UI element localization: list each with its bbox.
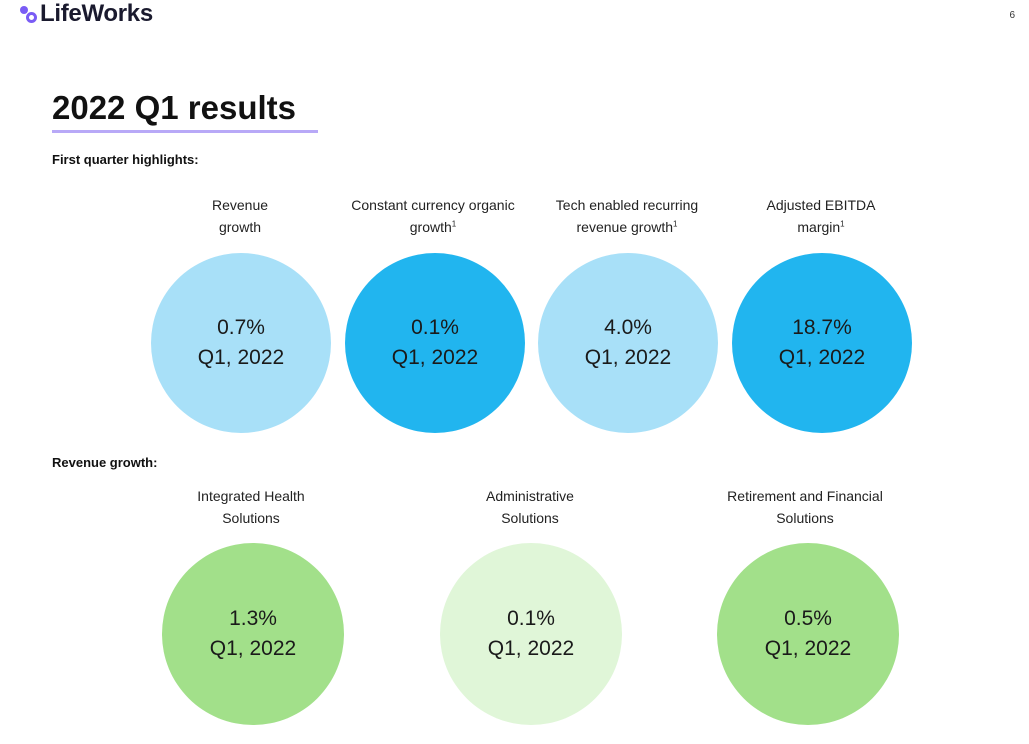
metric-circle-administrative-solutions: 0.1% Q1, 2022: [440, 543, 622, 725]
metric-circle-adjusted-ebitda-margin: 18.7% Q1, 2022: [732, 253, 912, 433]
metric-value: 0.1%: [507, 607, 555, 630]
metric-retirement-and-financial-solutions: Retirement and Financial Solutions: [705, 485, 905, 529]
title-underline: [52, 130, 318, 133]
metric-adjusted-ebitda-margin: Adjusted EBITDA margin1: [721, 194, 921, 238]
caption-line1: Constant currency organic: [351, 197, 515, 213]
metric-circle-integrated-health-solutions: 1.3% Q1, 2022: [162, 543, 344, 725]
caption-line2: Solutions: [776, 510, 834, 526]
logo-mark-icon: [18, 3, 38, 25]
metric-period: Q1, 2022: [778, 346, 866, 369]
metric-caption: Retirement and Financial Solutions: [705, 485, 905, 529]
metric-period: Q1, 2022: [584, 346, 672, 369]
caption-line2: Solutions: [222, 510, 280, 526]
caption-line1: Tech enabled recurring: [555, 197, 699, 213]
metric-tech-enabled-recurring-revenue-growth: Tech enabled recurring revenue growth1: [527, 194, 727, 238]
footnote-marker: 1: [840, 219, 845, 229]
caption-line1: Revenue: [211, 197, 269, 213]
metric-value: 0.7%: [217, 316, 265, 339]
footnote-marker: 1: [673, 219, 678, 229]
metric-caption: Administrative Solutions: [430, 485, 630, 529]
metric-caption: Tech enabled recurring revenue growth1: [527, 194, 727, 238]
metric-value: 4.0%: [604, 316, 652, 339]
metric-caption: Revenue growth: [140, 194, 340, 238]
page-title: 2022 Q1 results: [52, 89, 296, 126]
footnote-marker: 1: [451, 219, 457, 229]
metric-period: Q1, 2022: [487, 637, 575, 660]
metric-circle-revenue-growth: 0.7% Q1, 2022: [151, 253, 331, 433]
caption-line2: margin: [797, 219, 841, 235]
caption-line2: growth: [218, 219, 262, 235]
metric-circle-retirement-and-financial-solutions: 0.5% Q1, 2022: [717, 543, 899, 725]
page-number: 6: [1009, 10, 1015, 21]
metric-value: 0.5%: [784, 607, 832, 630]
caption-line1: Retirement and Financial: [727, 488, 883, 504]
metric-caption: Constant currency organic growth1: [333, 194, 533, 238]
caption-line1: Adjusted EBITDA: [766, 197, 876, 213]
metric-integrated-health-solutions: Integrated Health Solutions: [151, 485, 351, 529]
revenue-growth-label: Revenue growth:: [52, 455, 158, 470]
caption-line1: Integrated Health: [197, 488, 305, 504]
metric-caption: Adjusted EBITDA margin1: [721, 194, 921, 238]
metric-value: 18.7%: [792, 316, 852, 339]
metric-circle-tech-enabled-recurring-revenue-growth: 4.0% Q1, 2022: [538, 253, 718, 433]
first-quarter-highlights-label: First quarter highlights:: [52, 152, 199, 167]
metric-administrative-solutions: Administrative Solutions: [430, 485, 630, 529]
metric-period: Q1, 2022: [197, 346, 285, 369]
metric-value: 0.1%: [411, 316, 459, 339]
caption-line2: revenue growth: [576, 219, 674, 235]
metric-period: Q1, 2022: [391, 346, 479, 369]
caption-line2: growth: [409, 219, 452, 235]
caption-line1: Administrative: [486, 488, 574, 504]
metric-circle-constant-currency-organic-growth: 0.1% Q1, 2022: [345, 253, 525, 433]
metric-caption: Integrated Health Solutions: [151, 485, 351, 529]
logo-text: LifeWorks: [40, 0, 153, 27]
caption-line2: Solutions: [501, 510, 559, 526]
metric-period: Q1, 2022: [764, 637, 852, 660]
metric-value: 1.3%: [229, 607, 277, 630]
metric-revenue-growth: Revenue growth: [140, 194, 340, 238]
metric-constant-currency-organic-growth: Constant currency organic growth1: [333, 194, 533, 238]
lifeworks-logo: LifeWorks: [18, 0, 153, 28]
metric-period: Q1, 2022: [209, 637, 297, 660]
